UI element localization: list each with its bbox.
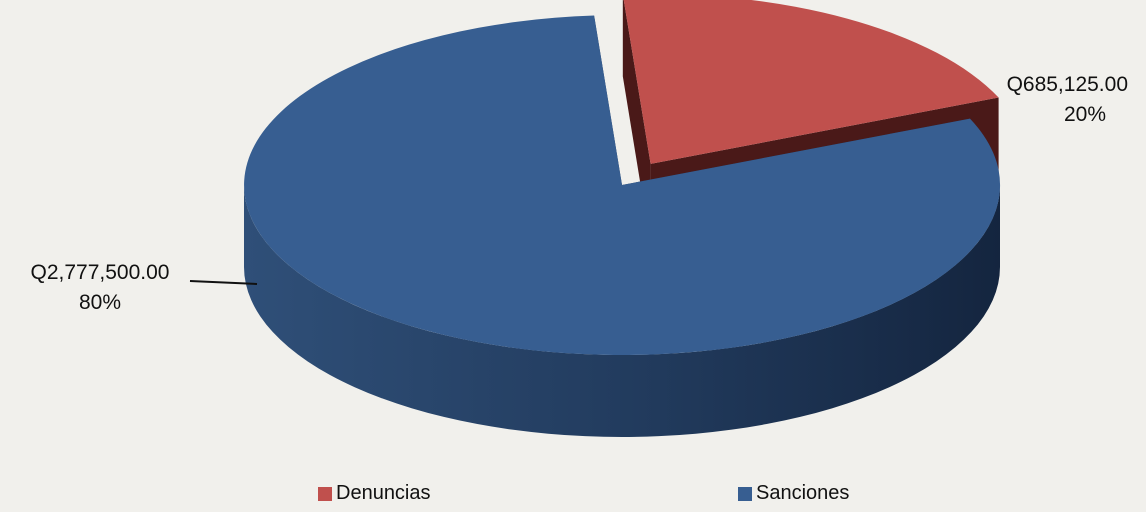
legend-label-denuncias: Denuncias bbox=[336, 482, 431, 504]
legend: Denuncias Sanciones bbox=[0, 482, 1146, 512]
leader-line-sanciones bbox=[189, 280, 258, 285]
legend-item-sanciones: Sanciones bbox=[738, 482, 849, 505]
data-label-denuncias: Q685,125.00 20% bbox=[968, 70, 1128, 130]
legend-swatch-denuncias bbox=[318, 486, 332, 501]
legend-swatch-sanciones bbox=[738, 486, 752, 501]
data-label-sanciones: Q2,777,500.00 80% bbox=[10, 258, 190, 318]
value-label-denuncias: Q685,125.00 bbox=[1006, 73, 1128, 96]
pie-slice-denuncias bbox=[623, 0, 999, 164]
pie-outer-wall-sanciones-0 bbox=[244, 185, 1000, 437]
legend-item-denuncias: Denuncias bbox=[318, 482, 431, 505]
percent-label-denuncias: 20% bbox=[1063, 103, 1106, 126]
pie-chart bbox=[189, 0, 1001, 437]
pie-slice-sanciones bbox=[244, 15, 1001, 356]
legend-label-sanciones: Sanciones bbox=[756, 482, 850, 504]
value-label-sanciones: Q2,777,500.00 bbox=[30, 261, 170, 284]
percent-label-sanciones: 80% bbox=[78, 291, 122, 314]
